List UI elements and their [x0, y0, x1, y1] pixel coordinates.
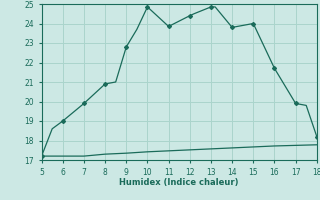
X-axis label: Humidex (Indice chaleur): Humidex (Indice chaleur) — [119, 178, 239, 187]
